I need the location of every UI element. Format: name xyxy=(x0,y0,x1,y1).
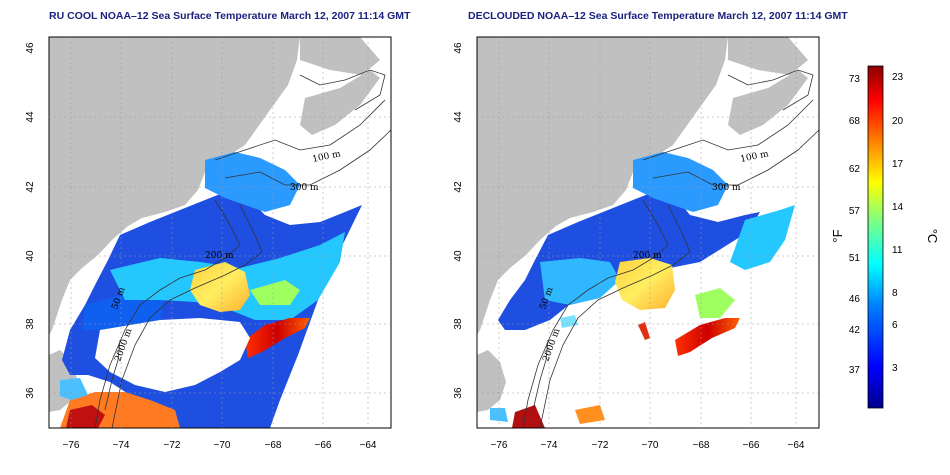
sst-field xyxy=(190,262,250,312)
sst-field xyxy=(245,318,310,358)
map-frame xyxy=(476,36,820,429)
lat-tick: 38 xyxy=(25,318,36,330)
sst-field xyxy=(638,322,650,340)
grid-lines xyxy=(49,37,391,428)
right-map-panel: 100 m 300 m 200 m 50 m 2000 m −76 −74 −7… xyxy=(453,36,820,451)
f-tick: 62 xyxy=(849,164,861,175)
land-mass xyxy=(477,37,728,335)
c-tick: 20 xyxy=(892,116,904,127)
c-tick: 3 xyxy=(892,363,898,374)
celsius-label: °C xyxy=(925,229,940,244)
latitude-axis: 46 44 42 40 38 36 xyxy=(453,42,464,399)
lat-tick: 42 xyxy=(25,181,36,193)
contour-label-200m: 200 m xyxy=(205,251,234,261)
lon-tick: −72 xyxy=(592,440,609,451)
f-tick: 46 xyxy=(849,294,861,305)
sst-field xyxy=(512,405,545,428)
lon-tick: −72 xyxy=(164,440,181,451)
lon-tick: −68 xyxy=(693,440,710,451)
lon-tick: −64 xyxy=(788,440,805,451)
sst-field xyxy=(695,288,735,318)
lat-tick: 36 xyxy=(25,387,36,399)
c-tick: 11 xyxy=(892,245,903,256)
lon-tick: −64 xyxy=(360,440,377,451)
contour-label-300m: 300 m xyxy=(290,183,319,193)
lat-tick: 42 xyxy=(453,181,464,193)
f-tick: 73 xyxy=(849,74,861,85)
sst-field xyxy=(490,408,508,422)
lon-tick: −70 xyxy=(214,440,231,451)
c-tick: 14 xyxy=(892,202,904,213)
f-tick: 42 xyxy=(849,325,861,336)
lat-tick: 36 xyxy=(453,387,464,399)
grid-lines xyxy=(477,37,819,428)
c-tick: 17 xyxy=(892,159,904,170)
lon-tick: −74 xyxy=(113,440,130,451)
c-tick: 6 xyxy=(892,320,898,331)
land-mass xyxy=(728,70,808,135)
lon-tick: −74 xyxy=(541,440,558,451)
lon-tick: −70 xyxy=(642,440,659,451)
lat-tick: 38 xyxy=(453,318,464,330)
right-panel-title: DECLOUDED NOAA–12 Sea Surface Temperatur… xyxy=(468,10,848,22)
latitude-axis: 46 44 42 40 38 36 xyxy=(25,42,36,399)
f-tick: 57 xyxy=(849,206,861,217)
bathymetry-contours xyxy=(522,69,819,428)
lat-tick: 46 xyxy=(453,42,464,54)
lat-tick: 40 xyxy=(453,250,464,262)
lon-tick: −68 xyxy=(265,440,282,451)
sst-field xyxy=(575,405,605,424)
sst-field xyxy=(95,318,250,392)
lon-tick: −76 xyxy=(491,440,508,451)
fahrenheit-ticks: 73 68 62 57 51 46 42 37 xyxy=(849,74,861,376)
lat-tick: 44 xyxy=(453,111,464,123)
lat-tick: 44 xyxy=(25,111,36,123)
land-mass xyxy=(728,37,808,75)
f-tick: 37 xyxy=(849,365,861,376)
map-frame xyxy=(48,36,392,429)
contour-label-200m: 200 m xyxy=(633,251,662,261)
f-tick: 68 xyxy=(849,116,861,127)
fahrenheit-label: °F xyxy=(830,229,845,242)
longitude-axis: −76 −74 −72 −70 −68 −66 −64 xyxy=(63,440,377,451)
sst-field xyxy=(250,280,300,305)
sst-field xyxy=(560,315,578,328)
land-mass xyxy=(477,350,506,412)
contour-label-300m: 300 m xyxy=(712,183,741,193)
longitude-axis: −76 −74 −72 −70 −68 −66 −64 xyxy=(491,440,805,451)
land-mass xyxy=(300,37,380,75)
left-panel-title: RU COOL NOAA–12 Sea Surface Temperature … xyxy=(49,10,411,22)
temperature-colorbar: 73 68 62 57 51 46 42 37 23 20 17 14 11 8… xyxy=(830,65,940,409)
c-tick: 23 xyxy=(892,72,904,83)
sst-field xyxy=(675,318,740,356)
sst-field xyxy=(60,378,88,400)
left-map-panel: 100 m 300 m 200 m 50 m 2000 m −76 −74 −7… xyxy=(25,36,392,451)
lon-tick: −66 xyxy=(315,440,332,451)
land-mass xyxy=(49,37,300,335)
sst-field xyxy=(66,405,105,428)
bathymetry-contours xyxy=(94,69,391,428)
c-tick: 8 xyxy=(892,288,898,299)
sst-field xyxy=(205,152,300,212)
sst-field xyxy=(730,205,795,270)
celsius-ticks: 23 20 17 14 11 8 6 3 xyxy=(892,72,904,374)
colorbar-gradient xyxy=(867,65,884,409)
lon-tick: −66 xyxy=(743,440,760,451)
lon-tick: −76 xyxy=(63,440,80,451)
sst-field xyxy=(633,152,728,212)
lat-tick: 46 xyxy=(25,42,36,54)
land-mass xyxy=(300,70,380,135)
f-tick: 51 xyxy=(849,253,861,264)
lat-tick: 40 xyxy=(25,250,36,262)
